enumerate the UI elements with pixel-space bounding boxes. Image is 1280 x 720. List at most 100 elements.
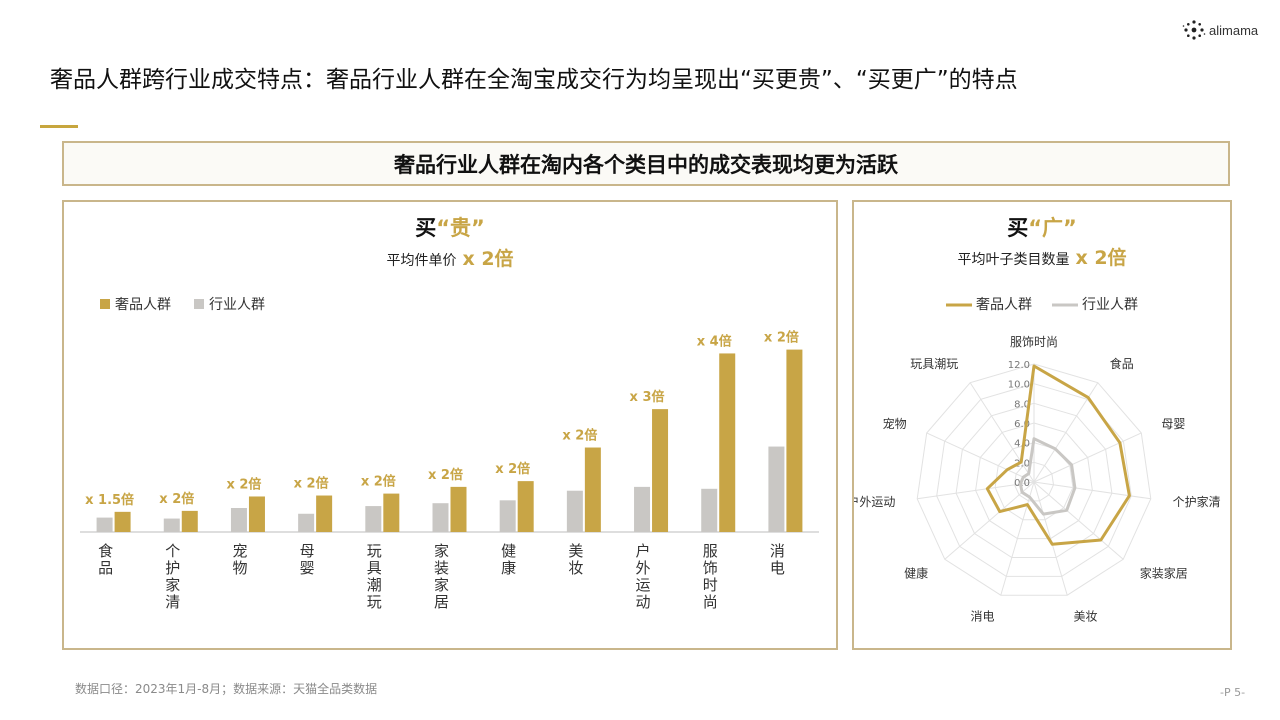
legend-label-industry: 行业人群 <box>209 297 265 313</box>
summary-banner: 奢品行业人群在淘内各个类目中的成交表现均更为活跃 <box>62 141 1230 186</box>
radar-series-industry <box>1018 437 1077 516</box>
bar-industry <box>163 518 180 532</box>
radar-spoke <box>969 382 1035 483</box>
x-tick-label: 食品 <box>98 542 113 577</box>
x-tick-label: 母婴 <box>300 542 315 577</box>
radar-axis-label: 家装家居 <box>1140 566 1188 581</box>
bar-industry <box>701 488 718 532</box>
bar-data-label: x 2倍 <box>294 476 329 492</box>
radar-tick-label: 8.0 <box>1014 399 1030 410</box>
legend-swatch-industry <box>194 299 204 309</box>
bar-subtitle-text: 平均件单价 <box>386 253 456 269</box>
bar-luxury <box>584 447 601 532</box>
radar-title-prefix: 买 <box>1007 216 1028 240</box>
x-tick-label: 服饰时尚 <box>703 542 718 611</box>
radar-axis-label: 健康 <box>904 566 928 581</box>
bar-industry <box>768 446 785 532</box>
radar-subtitle-text: 平均叶子类目数量 <box>957 252 1069 268</box>
x-tick-label: 个护家清 <box>165 542 180 611</box>
radar-title-highlight: “广” <box>1028 216 1077 240</box>
bar-luxury <box>383 493 400 532</box>
bar-luxury <box>248 496 265 532</box>
x-tick-label: 户外运动 <box>636 542 651 611</box>
radar-axis-label: 消电 <box>971 609 995 623</box>
radar-tick-label: 4.0 <box>1014 439 1030 450</box>
radar-spoke <box>917 481 1035 500</box>
legend-swatch-luxury <box>100 299 110 309</box>
bar-industry <box>634 486 651 532</box>
radar-tick-label: 6.0 <box>1014 419 1030 430</box>
bar-title-prefix: 买 <box>415 216 436 240</box>
bar-luxury <box>652 409 669 532</box>
x-tick-label: 健康 <box>501 542 516 577</box>
x-tick-label: 家装家居 <box>434 542 449 611</box>
x-tick-label: 美妆 <box>568 542 583 577</box>
radar-axis-label: 母婴 <box>1161 417 1185 431</box>
x-tick-label: 玩具潮玩 <box>367 542 382 611</box>
bar-data-label: x 2倍 <box>361 474 396 490</box>
bar-luxury <box>181 510 198 532</box>
radar-spoke <box>1000 481 1035 596</box>
bar-industry <box>499 500 516 532</box>
bar-luxury <box>786 349 803 532</box>
radar-spoke <box>926 432 1035 483</box>
page-number: -P 5- <box>1220 686 1246 699</box>
alimama-logo-icon <box>1182 20 1206 40</box>
radar-spoke <box>944 481 1035 560</box>
radar-axis-label: 个护家清 <box>1173 494 1221 509</box>
radar-series-luxury <box>985 364 1131 546</box>
bar-luxury <box>450 486 467 532</box>
radar-spoke <box>1033 481 1124 560</box>
radar-grid-ring <box>936 383 1132 577</box>
radar-subtitle-multiplier: x 2倍 <box>1075 246 1126 269</box>
legend-label-industry: 行业人群 <box>1082 297 1138 313</box>
bar-data-label: x 1.5倍 <box>85 492 134 508</box>
radar-spoke <box>1033 481 1151 500</box>
bar-data-label: x 2倍 <box>562 428 597 444</box>
x-tick-label: 消电 <box>770 542 785 577</box>
title-accent-bar <box>40 125 78 128</box>
bar-chart-panel: 买“贵” 平均件单价 x 2倍 奢品人群 行业人群 x 1.5倍 食品 x 2倍 个护家清 x 2… <box>62 200 838 650</box>
bar-luxury <box>316 495 333 532</box>
radar-chart-panel: 买“广” 平均叶子类目数量 x 2倍 奢品人群 行业人群 0.0 2.0 4.0 6.0 8.0 1… <box>847 200 1232 650</box>
bar-data-label: x 2倍 <box>226 476 261 492</box>
alimama-logo: alimama <box>1182 18 1258 42</box>
radar-spoke <box>1033 481 1068 596</box>
data-source-footnote: 数据口径：2023年1月-8月；数据来源：天猫全品类数据 <box>75 682 378 696</box>
legend-label-luxury: 奢品人群 <box>115 297 171 313</box>
alimama-logo-text: alimama <box>1209 22 1259 38</box>
radar-grid-ring <box>975 422 1093 540</box>
bar-data-label: x 2倍 <box>428 467 463 483</box>
radar-grid-ring <box>994 442 1074 521</box>
radar-axis-label: 美妆 <box>1073 609 1097 623</box>
radar-axis-label: 宠物 <box>883 416 907 431</box>
radar-tick-label: 2.0 <box>1014 458 1030 469</box>
radar-tick-label: 10.0 <box>1008 380 1030 391</box>
bar-chart-title: 买“贵” <box>415 216 485 240</box>
bar-luxury <box>517 481 534 532</box>
radar-grid-ring <box>916 363 1152 596</box>
bar-data-label: x 2倍 <box>495 461 530 477</box>
radar-axis-label: 服饰时尚 <box>1010 335 1058 349</box>
bar-subtitle-multiplier: x 2倍 <box>462 247 513 270</box>
radar-chart-subtitle: 平均叶子类目数量 x 2倍 <box>957 246 1126 269</box>
x-tick-label: 宠物 <box>232 542 247 577</box>
bar-data-label: x 3倍 <box>630 389 665 405</box>
bar-industry <box>365 506 382 532</box>
bar-data-label: x 4倍 <box>697 333 732 349</box>
radar-spoke <box>1033 432 1142 483</box>
bar-chart-subtitle: 平均件单价 x 2倍 <box>386 247 513 270</box>
radar-axis-label: 食品 <box>1110 356 1134 371</box>
radar-grid-ring <box>955 402 1113 558</box>
bar-industry <box>566 490 583 532</box>
bar-luxury <box>114 511 131 532</box>
bar-industry <box>432 503 449 532</box>
bar-industry <box>230 508 247 532</box>
radar-axis-label: 玩具潮玩 <box>910 356 958 371</box>
radar-axis-label: 户外运动 <box>854 494 895 509</box>
radar-tick-label: 12.0 <box>1008 360 1030 371</box>
bar-data-label: x 2倍 <box>764 330 799 346</box>
bar-industry <box>298 513 315 532</box>
bar-data-label: x 2倍 <box>159 491 194 507</box>
